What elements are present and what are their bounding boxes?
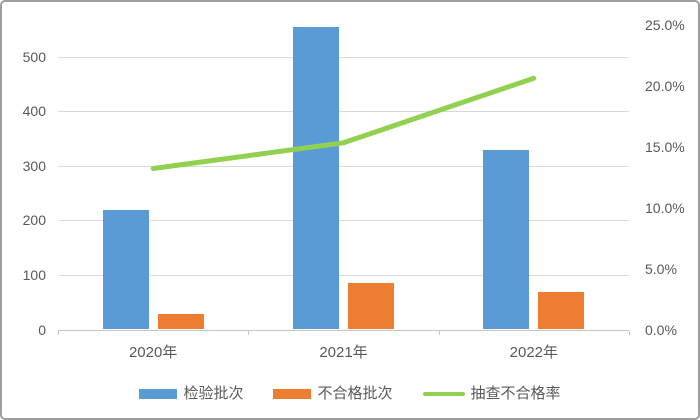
left-axis-tick-label: 0 <box>38 321 46 338</box>
line-抽查不合格率 <box>150 75 537 171</box>
gridline <box>58 165 629 167</box>
bar-不合格批次-2021年 <box>348 283 394 330</box>
bar-不合格批次-2020年 <box>157 313 204 330</box>
x-axis-line <box>58 329 629 331</box>
x-axis-tickmark <box>629 330 630 335</box>
gridline <box>58 111 629 113</box>
right-axis-tick-label: 25.0% <box>645 16 685 33</box>
legend-item-抽查不合格率: 抽查不合格率 <box>422 385 561 402</box>
bar-检验批次-2022年 <box>483 149 530 330</box>
left-axis-tick-label: 400 <box>22 103 46 120</box>
legend-label: 检验批次 <box>183 385 244 402</box>
legend-label: 不合格批次 <box>317 385 393 402</box>
left-axis-tick-label: 200 <box>22 212 46 229</box>
legend-bar-swatch-icon <box>273 389 312 399</box>
x-axis-category-label: 2022年 <box>509 344 559 361</box>
bar-检验批次-2020年 <box>102 209 149 330</box>
legend: 检验批次 不合格批次 抽查不合格率 <box>2 386 698 402</box>
right-axis-tick-label: 15.0% <box>645 138 685 155</box>
gridline <box>58 220 629 222</box>
legend-item-不合格批次: 不合格批次 <box>273 385 393 402</box>
x-axis-tickmark <box>438 330 440 335</box>
x-axis-category-label: 2021年 <box>319 344 368 361</box>
gridline <box>58 56 629 58</box>
legend-label: 抽查不合格率 <box>470 385 561 402</box>
left-axis-tick-label: 100 <box>22 266 46 283</box>
gridline <box>58 274 629 276</box>
right-axis-tick-label: 10.0% <box>645 199 685 216</box>
x-axis-tickmark <box>248 330 250 335</box>
legend-bar-swatch-icon <box>139 389 178 399</box>
x-axis-tickmark <box>58 330 59 335</box>
right-axis-tick-label: 0.0% <box>645 321 677 338</box>
legend-line-swatch-icon <box>422 392 465 396</box>
left-axis-tick-label: 500 <box>22 48 46 65</box>
right-axis-tick-label: 5.0% <box>645 260 677 277</box>
bar-不合格批次-2022年 <box>538 292 585 330</box>
x-axis-category-label: 2020年 <box>128 344 178 361</box>
right-axis-tick-label: 20.0% <box>645 77 685 94</box>
left-axis-tick-label: 300 <box>22 157 46 174</box>
legend-item-检验批次: 检验批次 <box>139 386 243 402</box>
bar-检验批次-2021年 <box>293 26 339 330</box>
